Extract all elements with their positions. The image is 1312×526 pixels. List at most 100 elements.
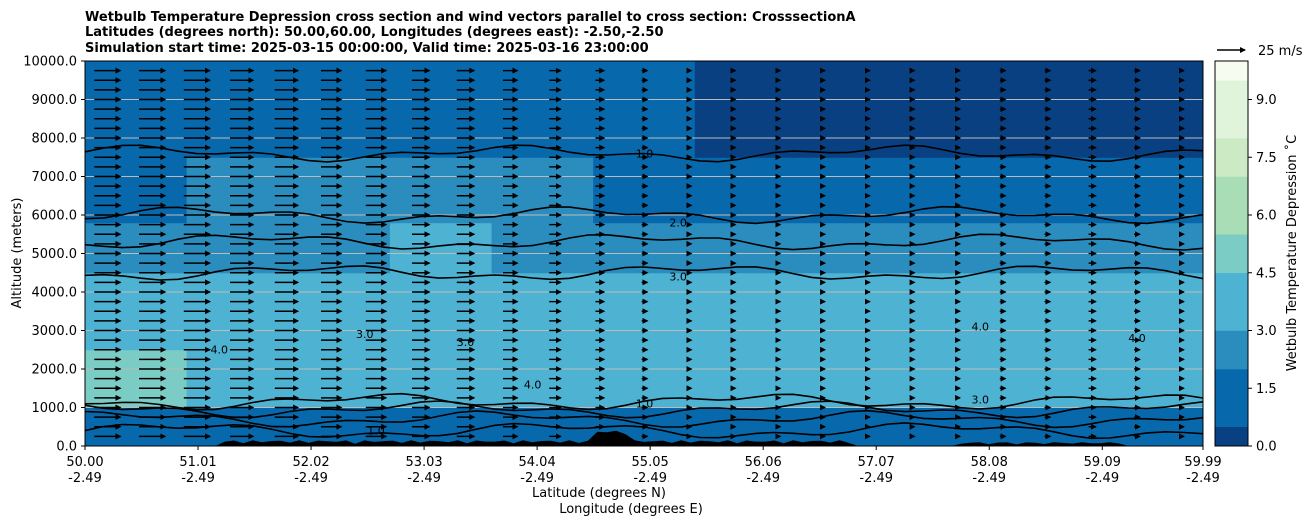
x-axis-label-lon: Longitude (degrees E): [559, 502, 703, 517]
colorbar-band: [1215, 176, 1248, 197]
x-tick-label-lat: 51.01: [179, 455, 216, 470]
colorbar-tick-label: 0.0: [1256, 440, 1277, 455]
colorbar-band: [1215, 388, 1248, 408]
contour-label: 2.0: [669, 217, 687, 230]
colorbar-band: [1215, 369, 1248, 389]
colorbar-band: [1215, 195, 1248, 216]
y-tick-label: 9000.0: [32, 93, 78, 108]
colorbar-band: [1215, 138, 1248, 158]
x-tick-label-lat: 52.02: [292, 455, 329, 470]
depression-cell: [999, 222, 1102, 274]
depression-cell: [186, 222, 289, 274]
depression-cell: [491, 157, 594, 224]
contour-label: 3.0: [972, 394, 990, 407]
x-tick-label-lat: 55.05: [632, 455, 669, 470]
depression-cell: [389, 222, 493, 274]
y-tick-label: 2000.0: [32, 363, 78, 378]
depression-cell: [694, 272, 797, 351]
depression-cell: [1101, 434, 1203, 446]
y-tick-label: 6000.0: [32, 209, 78, 224]
colorbar: 0.0 1.5 3.0 4.5 6.0 7.5 9.0: [1214, 60, 1277, 455]
colorbar-band: [1215, 311, 1248, 331]
depression-cell: [491, 407, 594, 435]
depression-cell: [898, 434, 1001, 446]
y-tick-label: 4000.0: [32, 286, 78, 301]
depression-cell: [593, 407, 696, 435]
contour-label: 4.0: [1128, 332, 1146, 345]
x-axis-ticks: 50.00-2.4951.01-2.4952.02-2.4953.03-2.49…: [66, 446, 1222, 486]
colorbar-bands: [1215, 61, 1248, 447]
colorbar-tick-label: 7.5: [1256, 151, 1277, 166]
x-tick-label-lat: 59.99: [1184, 455, 1221, 470]
y-tick-label: 5000.0: [32, 247, 78, 262]
x-tick-label-lon: -2.49: [633, 471, 667, 486]
contour-label: 1.0: [636, 147, 654, 160]
colorbar-band: [1215, 215, 1248, 235]
contour-labels: 1.0 2.0 3.0 4.0 3.0 3.0 4.0 1.0 4.0 4.0 3.0 1.0: [211, 147, 1146, 437]
colorbar-label: Wetbulb Temperature Depression ˚C: [1284, 135, 1300, 372]
y-tick-label: 7000.0: [32, 170, 78, 185]
x-tick-label-lon: -2.49: [1186, 471, 1220, 486]
contour-line: [85, 392, 1203, 411]
depression-cell: [999, 434, 1102, 446]
depression-cell: [491, 434, 594, 446]
depression-cell: [85, 434, 188, 446]
title-line-3: Simulation start time: 2025-03-15 00:00:…: [85, 41, 649, 56]
depression-cell: [1101, 61, 1203, 158]
depression-cell: [389, 434, 493, 446]
colorbar-tick-label: 4.5: [1256, 266, 1277, 281]
x-tick-label-lon: -2.49: [859, 471, 893, 486]
x-tick-label-lon: -2.49: [294, 471, 328, 486]
depression-cell: [1101, 349, 1203, 408]
depression-cell: [999, 61, 1102, 158]
depression-cell: [389, 157, 493, 224]
colorbar-band: [1215, 157, 1248, 177]
colorbar-tick-label: 9.0: [1256, 93, 1277, 108]
y-tick-label: 8000.0: [32, 132, 78, 147]
colorbar-band: [1215, 272, 1248, 293]
depression-cell: [389, 272, 493, 351]
colorbar-band: [1215, 118, 1248, 139]
depression-cell: [999, 157, 1102, 224]
colorbar-band: [1215, 292, 1248, 312]
contour-label: 3.0: [669, 270, 687, 283]
depression-cell: [694, 434, 797, 446]
colorbar-band: [1215, 61, 1248, 81]
colorbar-band: [1215, 426, 1248, 447]
colorbar-band: [1215, 407, 1248, 428]
x-tick-label-lat: 57.07: [858, 455, 895, 470]
depression-cell: [593, 434, 696, 446]
contour-label: 1.0: [636, 398, 654, 411]
y-axis-ticks: 0.0 1000.0 2000.0 3000.0 4000.0 5000.0 6000.0 7…: [23, 55, 85, 455]
depression-cell: [796, 272, 899, 351]
wind-vectors: [94, 67, 1185, 440]
x-tick-label-lat: 54.04: [519, 455, 556, 470]
x-tick-label-lat: 56.06: [745, 455, 782, 470]
y-tick-label: 10000.0: [23, 55, 77, 70]
colorbar-band: [1215, 330, 1248, 351]
colorbar-band: [1215, 253, 1248, 274]
depression-cell: [796, 434, 899, 446]
depression-cell: [898, 407, 1001, 435]
depression-cell: [694, 157, 797, 224]
depression-cell: [186, 434, 289, 446]
depression-cell: [796, 157, 899, 224]
y-tick-label: 0.0: [56, 440, 77, 455]
depression-cell: [999, 349, 1102, 408]
contour-label: 3.0: [356, 328, 374, 341]
depression-cell: [694, 61, 797, 158]
colorbar-tick-label: 1.5: [1256, 382, 1277, 397]
depression-cell: [796, 349, 899, 408]
contour-label: 4.0: [972, 321, 990, 334]
contour-line: [85, 233, 1203, 251]
x-tick-label-lat: 59.09: [1084, 455, 1121, 470]
depression-cell: [85, 222, 188, 274]
colorbar-tick-label: 6.0: [1256, 209, 1277, 224]
depression-cell: [1101, 407, 1203, 435]
y-axis-label: Altitude (meters): [10, 198, 25, 309]
depression-cell: [288, 434, 391, 446]
depression-cell: [999, 272, 1102, 351]
depression-cell: [1101, 157, 1203, 224]
contour-line: [85, 265, 1203, 281]
colorbar-frame: [1214, 60, 1249, 447]
